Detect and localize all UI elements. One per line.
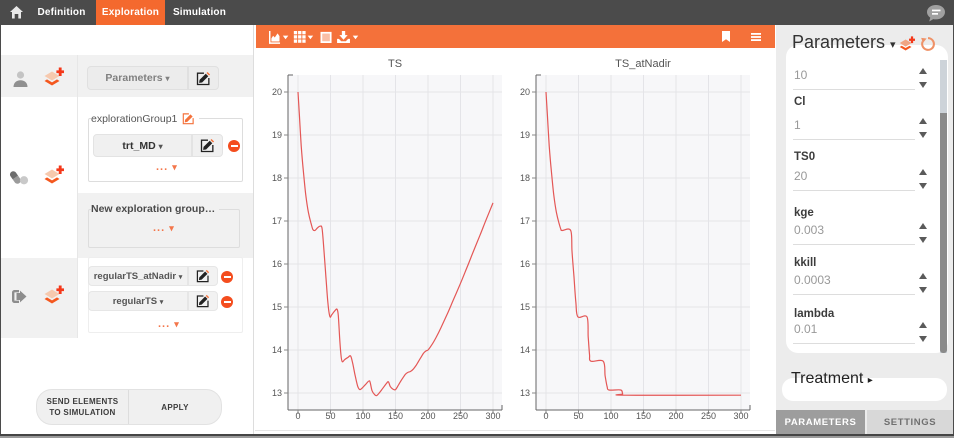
svg-text:13: 13 xyxy=(520,388,530,398)
svg-text:0: 0 xyxy=(295,411,300,421)
svg-text:200: 200 xyxy=(668,411,683,421)
svg-text:150: 150 xyxy=(388,411,403,421)
svg-text:18: 18 xyxy=(520,173,530,183)
svg-text:19: 19 xyxy=(520,130,530,140)
svg-text:15: 15 xyxy=(272,302,282,312)
svg-text:18: 18 xyxy=(272,173,282,183)
svg-text:14: 14 xyxy=(272,345,282,355)
svg-text:100: 100 xyxy=(603,411,618,421)
svg-text:150: 150 xyxy=(636,411,651,421)
svg-text:16: 16 xyxy=(520,259,530,269)
svg-text:0: 0 xyxy=(543,411,548,421)
svg-text:100: 100 xyxy=(355,411,370,421)
svg-text:20: 20 xyxy=(520,87,530,97)
svg-text:17: 17 xyxy=(272,216,282,226)
svg-text:200: 200 xyxy=(420,411,435,421)
svg-text:16: 16 xyxy=(272,259,282,269)
svg-text:19: 19 xyxy=(272,130,282,140)
svg-text:17: 17 xyxy=(520,216,530,226)
svg-text:TS: TS xyxy=(388,58,402,70)
svg-text:250: 250 xyxy=(701,411,716,421)
svg-text:14: 14 xyxy=(520,345,530,355)
svg-text:15: 15 xyxy=(520,302,530,312)
svg-text:13: 13 xyxy=(272,388,282,398)
svg-text:250: 250 xyxy=(453,411,468,421)
svg-text:50: 50 xyxy=(573,411,583,421)
svg-text:50: 50 xyxy=(325,411,335,421)
svg-text:300: 300 xyxy=(485,411,500,421)
svg-text:20: 20 xyxy=(272,87,282,97)
svg-text:TS_atNadir: TS_atNadir xyxy=(615,58,671,70)
svg-text:300: 300 xyxy=(733,411,748,421)
